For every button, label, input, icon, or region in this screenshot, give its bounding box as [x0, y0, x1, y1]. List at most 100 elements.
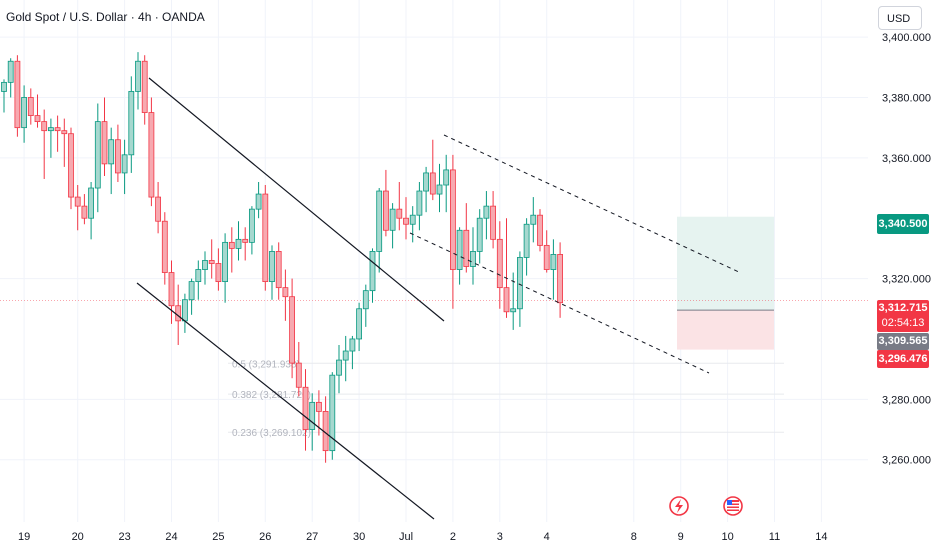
candle	[550, 239, 557, 300]
bar-countdown: 02:54:13	[881, 317, 925, 329]
candle	[68, 127, 74, 210]
candle	[61, 118, 68, 167]
time-tick-label: Jul	[399, 531, 413, 543]
candle	[389, 203, 396, 249]
time-tick-label: 10	[721, 531, 733, 543]
fib-level-label: 0.5 (3,291.938)	[232, 359, 300, 370]
candle	[463, 203, 470, 273]
candle	[530, 197, 537, 243]
position-tool[interactable]	[677, 216, 774, 350]
candle	[34, 94, 41, 128]
candle	[490, 191, 497, 249]
trendline-upper-left[interactable]	[148, 77, 445, 322]
candle	[81, 194, 88, 225]
candle	[228, 227, 235, 273]
candle	[248, 206, 255, 255]
candle	[289, 278, 296, 379]
fibonacci-levels: 0.5 (3,291.938) 0.382 (3,281.720) 0.236 (3…	[228, 359, 784, 439]
time-tick-label: 27	[306, 531, 318, 543]
candle	[54, 115, 61, 152]
candles	[1, 52, 563, 463]
time-tick-label: 30	[353, 531, 365, 543]
candle	[222, 233, 229, 303]
candle	[356, 302, 363, 352]
candle	[215, 248, 222, 291]
price-tick-label: 3,380.000	[882, 92, 931, 104]
candle	[416, 181, 423, 231]
time-tick-label: 2	[450, 531, 456, 543]
candle	[423, 166, 430, 213]
candle	[396, 181, 403, 231]
candle	[436, 163, 443, 213]
price-tick-label: 3,280.000	[882, 394, 931, 406]
price-tick-label: 3,360.000	[882, 153, 931, 165]
time-tick-label: 9	[678, 531, 684, 543]
event-flash-icon[interactable]	[669, 496, 689, 516]
economic-events[interactable]	[669, 496, 743, 516]
candle	[88, 181, 94, 240]
candle	[362, 284, 369, 327]
position-loss-zone[interactable]	[677, 310, 774, 350]
channel-upper-dashed[interactable]	[443, 134, 742, 274]
candle	[369, 248, 376, 303]
currency-button[interactable]: USD	[878, 6, 922, 30]
candle	[101, 97, 108, 176]
candle	[503, 218, 510, 318]
position-profit-zone[interactable]	[677, 216, 774, 311]
candle	[41, 109, 48, 179]
time-tick-label: 4	[544, 531, 550, 543]
price-tick-label: 3,400.000	[882, 32, 931, 44]
candle	[7, 58, 14, 98]
target-price-tag: 3,340.500	[877, 214, 929, 234]
time-tick-label: 14	[815, 531, 827, 543]
candle	[449, 154, 456, 309]
candle	[74, 185, 81, 231]
candle	[108, 127, 115, 195]
candle	[443, 154, 450, 213]
time-tick-label: 26	[259, 531, 271, 543]
candle	[202, 251, 208, 285]
event-us-flag-icon[interactable]	[723, 496, 743, 516]
candle	[208, 239, 215, 279]
candle	[115, 124, 121, 182]
candle	[195, 260, 202, 300]
candle	[470, 227, 476, 285]
candle	[543, 230, 550, 273]
time-axis[interactable]: 19 20 23 24 25 26 27 30 Jul 2 3 4 8 9 10 11 14	[18, 531, 828, 543]
candle	[255, 181, 262, 219]
price-tick-label: 3,320.000	[882, 274, 931, 286]
trendline-lower-left[interactable]	[136, 282, 435, 520]
candle	[329, 372, 336, 460]
candle	[21, 85, 28, 143]
candle	[48, 118, 54, 158]
candle	[376, 188, 383, 273]
time-tick-label: 8	[631, 531, 637, 543]
candle	[429, 139, 436, 201]
candle	[121, 139, 128, 195]
candle	[510, 272, 517, 330]
time-tick-label: 23	[118, 531, 130, 543]
candle	[148, 97, 155, 207]
candle	[403, 197, 409, 240]
candle	[295, 341, 302, 397]
candle	[181, 293, 188, 333]
channel-lower-dashed[interactable]	[409, 232, 710, 374]
candle	[282, 269, 289, 321]
trend-drawings[interactable]	[136, 77, 742, 520]
candle	[275, 242, 282, 300]
candle	[476, 209, 483, 264]
fib-level-label: 0.236 (3,269.102)	[232, 428, 311, 439]
candle	[128, 76, 135, 173]
candle	[269, 245, 275, 300]
chart-title: Gold Spot / U.S. Dollar · 4h · OANDA	[6, 10, 205, 24]
candle	[161, 212, 168, 285]
candle	[322, 396, 329, 463]
price-axis[interactable]: 3,400.000 3,380.000 3,360.000 3,320.000 3,28…	[882, 32, 931, 467]
last-price-tag: 3,312.715 02:54:13	[877, 300, 929, 332]
time-tick-label: 25	[212, 531, 224, 543]
candle	[523, 218, 530, 276]
candle	[242, 227, 249, 261]
candle	[155, 181, 162, 234]
candle	[382, 169, 389, 237]
